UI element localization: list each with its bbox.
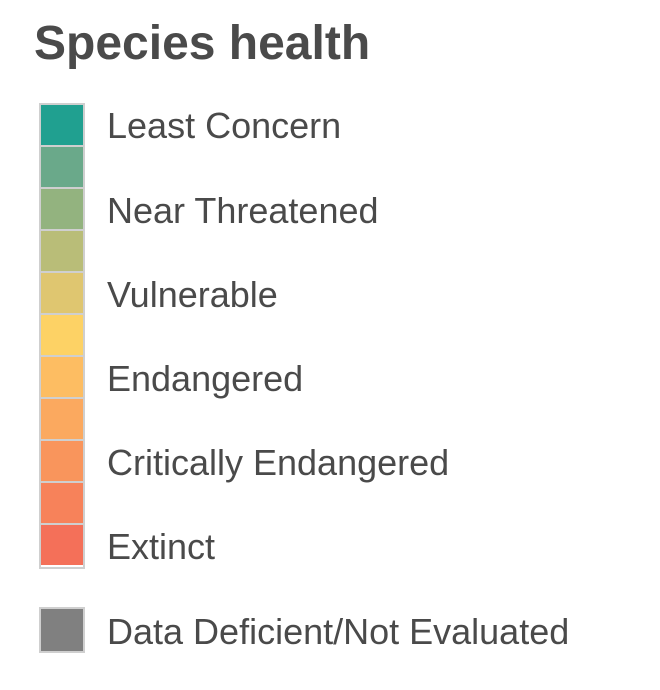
scale-divider — [41, 439, 83, 441]
label-endangered: Endangered — [107, 358, 304, 399]
label-data-deficient: Data Deficient/Not Evaluated — [107, 611, 570, 652]
scale-swatch — [41, 273, 83, 313]
scale-swatch — [41, 399, 83, 439]
scale-swatch — [41, 189, 83, 229]
scale-swatch — [41, 441, 83, 481]
scale-divider — [41, 523, 83, 525]
scale-divider — [41, 271, 83, 273]
legend-title: Species health — [34, 17, 371, 70]
label-extinct: Extinct — [107, 526, 216, 567]
scale-divider — [41, 145, 83, 147]
label-least-concern: Least Concern — [107, 105, 342, 146]
label-critically-endangered: Critically Endangered — [107, 442, 450, 483]
scale-divider — [41, 397, 83, 399]
scale-divider — [41, 229, 83, 231]
scale-swatch — [41, 525, 83, 565]
scale-divider — [41, 355, 83, 357]
scale-divider — [41, 481, 83, 483]
scale-divider — [41, 313, 83, 315]
scale-swatch — [41, 147, 83, 187]
label-vulnerable: Vulnerable — [107, 274, 278, 315]
scale-divider — [41, 187, 83, 189]
color-scale — [39, 103, 85, 569]
data-deficient-swatch — [39, 607, 85, 653]
scale-swatch — [41, 315, 83, 355]
scale-swatch — [41, 231, 83, 271]
scale-swatch — [41, 483, 83, 523]
label-near-threatened: Near Threatened — [107, 190, 379, 231]
scale-swatch — [41, 357, 83, 397]
scale-swatch — [41, 105, 83, 145]
